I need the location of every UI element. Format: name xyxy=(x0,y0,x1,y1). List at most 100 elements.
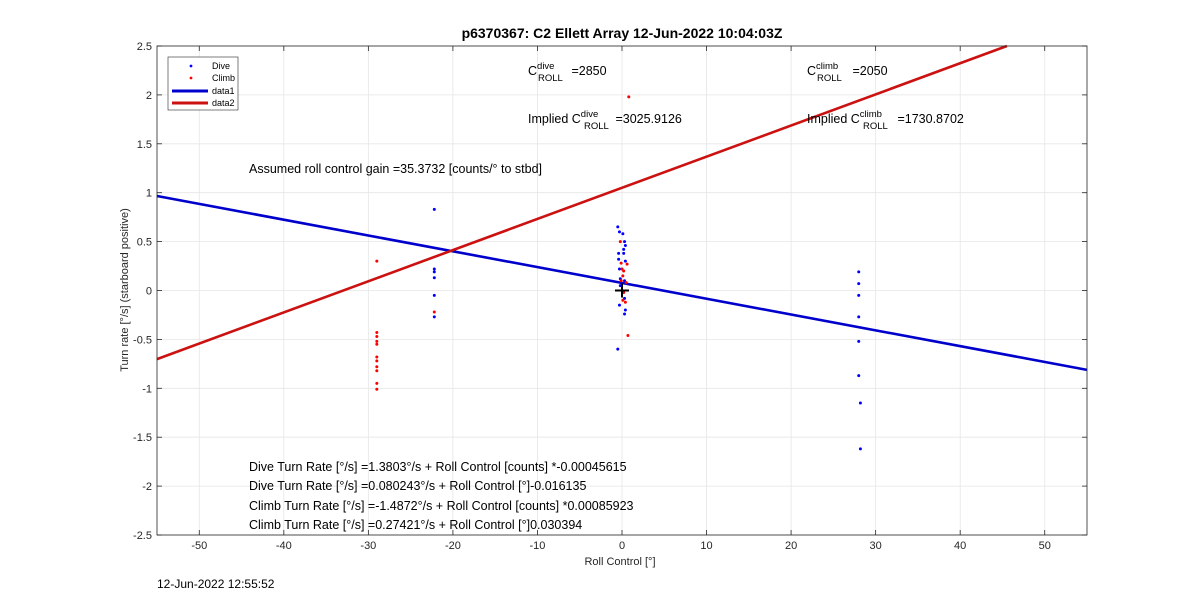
dive-point xyxy=(623,308,627,312)
climb-point xyxy=(375,355,379,359)
x-tick-label: -30 xyxy=(360,540,376,552)
dive-point xyxy=(617,303,621,307)
dive-point xyxy=(858,447,862,451)
dive-point xyxy=(432,315,436,319)
dive-point xyxy=(432,276,436,280)
y-tick-label: -1 xyxy=(142,383,152,395)
dive-point xyxy=(432,270,436,274)
c-roll-dive-annotation: Cdive ROLL =2850 xyxy=(528,61,607,84)
dive-point xyxy=(432,207,436,211)
y-tick-label: 2 xyxy=(146,90,152,102)
legend-data1-label: data1 xyxy=(212,86,235,96)
dive-point xyxy=(617,257,621,261)
fit-line-data2 xyxy=(156,44,1008,361)
climb-point xyxy=(621,298,625,302)
x-axis-label: Roll Control [°] xyxy=(584,556,655,568)
dive-point xyxy=(623,312,627,316)
y-tick-label: 2.5 xyxy=(137,41,152,53)
implied-c-roll-dive-annotation: Implied Cdive ROLL =3025.9126 xyxy=(528,109,682,132)
dive-point xyxy=(623,279,627,283)
legend: Dive Climb data1 data2 xyxy=(167,56,239,111)
dive-eq-counts: Dive Turn Rate [°/s] =1.3803°/s + Roll C… xyxy=(249,460,627,474)
climb-point xyxy=(627,95,631,99)
y-tick-label: 0 xyxy=(146,286,152,298)
dive-point xyxy=(623,259,627,263)
climb-point xyxy=(375,331,379,335)
climb-point xyxy=(623,300,627,304)
y-tick-label: -2.5 xyxy=(133,530,152,542)
y-tick-label: 1.5 xyxy=(137,139,152,151)
dive-point xyxy=(432,293,436,297)
origin-marker xyxy=(615,283,629,298)
c-climb-pre: C xyxy=(807,64,816,78)
data-points xyxy=(375,95,862,451)
roll-gain-annotation: Assumed roll control gain =35.3732 [coun… xyxy=(249,162,542,176)
legend-climb-marker xyxy=(189,76,193,80)
x-tick-label: -20 xyxy=(445,540,461,552)
climb-point xyxy=(375,369,379,373)
fit-lines xyxy=(156,44,1088,372)
dive-point xyxy=(616,347,620,351)
climb-point xyxy=(618,240,622,244)
climb-point xyxy=(375,259,379,263)
y-axis-label: Turn rate [°/s] (starboard positive) xyxy=(119,208,131,372)
x-tick-label: -10 xyxy=(530,540,546,552)
dive-eq-degrees: Dive Turn Rate [°/s] =0.080243°/s + Roll… xyxy=(249,479,586,493)
implied-c-roll-climb-annotation: Implied Cclimb ROLL =1730.8702 xyxy=(807,109,964,132)
x-tick-label: 50 xyxy=(1039,540,1051,552)
x-tick-label: 0 xyxy=(619,540,625,552)
legend-climb-label: Climb xyxy=(212,73,235,83)
climb-point xyxy=(624,281,628,285)
impl-dive-pre: Implied C xyxy=(528,112,581,126)
dive-point xyxy=(622,251,626,255)
dive-point xyxy=(857,374,861,378)
climb-point xyxy=(375,334,379,338)
climb-point xyxy=(375,387,379,391)
x-tick-label: -50 xyxy=(191,540,207,552)
y-tick-label: -2 xyxy=(142,481,152,493)
dive-point xyxy=(858,401,862,405)
impl-dive-sub: ROLL xyxy=(584,121,609,132)
y-tick-label: -0.5 xyxy=(133,334,152,346)
x-tick-label: 10 xyxy=(700,540,712,552)
climb-eq-degrees: Climb Turn Rate [°/s] =0.27421°/s + Roll… xyxy=(249,518,582,532)
dive-point xyxy=(623,296,627,300)
dive-point xyxy=(622,247,626,251)
legend-dive-label: Dive xyxy=(212,61,230,71)
c-climb-val: =2050 xyxy=(849,64,888,78)
x-tick-label: 30 xyxy=(870,540,882,552)
dive-point xyxy=(857,270,861,274)
dive-point xyxy=(857,339,861,343)
legend-dive-marker xyxy=(189,64,193,68)
dive-point xyxy=(857,293,861,297)
impl-dive-val: =3025.9126 xyxy=(612,112,682,126)
impl-climb-sup: climb xyxy=(860,109,882,120)
climb-point xyxy=(622,269,626,273)
dive-point xyxy=(616,225,620,229)
impl-climb-sub: ROLL xyxy=(863,121,888,132)
plot-frame xyxy=(156,45,1088,536)
climb-point xyxy=(626,333,630,337)
dive-point xyxy=(857,282,861,286)
climb-point xyxy=(375,365,379,369)
dive-point xyxy=(857,315,861,319)
climb-point xyxy=(619,279,623,283)
tick-labels: -50 -40 -30 -20 -10 0 10 20 30 40 50-2.5-2-1.5-1-0… xyxy=(133,41,1087,552)
x-tick-label: 20 xyxy=(785,540,797,552)
x-tick-label: -40 xyxy=(276,540,292,552)
dive-point xyxy=(623,244,627,248)
climb-point xyxy=(619,261,623,265)
climb-point xyxy=(625,262,629,266)
c-climb-sub: ROLL xyxy=(817,73,842,84)
impl-climb-pre: Implied C xyxy=(807,112,860,126)
climb-point xyxy=(375,359,379,363)
fit-line-data1 xyxy=(156,194,1088,372)
dive-point xyxy=(617,251,621,255)
c-climb-sup: climb xyxy=(816,61,838,72)
climb-eq-counts: Climb Turn Rate [°/s] =-1.4872°/s + Roll… xyxy=(249,499,634,513)
dive-point xyxy=(617,267,621,271)
c-dive-val: =2850 xyxy=(568,64,607,78)
climb-point xyxy=(375,381,379,385)
dive-point xyxy=(621,232,625,236)
